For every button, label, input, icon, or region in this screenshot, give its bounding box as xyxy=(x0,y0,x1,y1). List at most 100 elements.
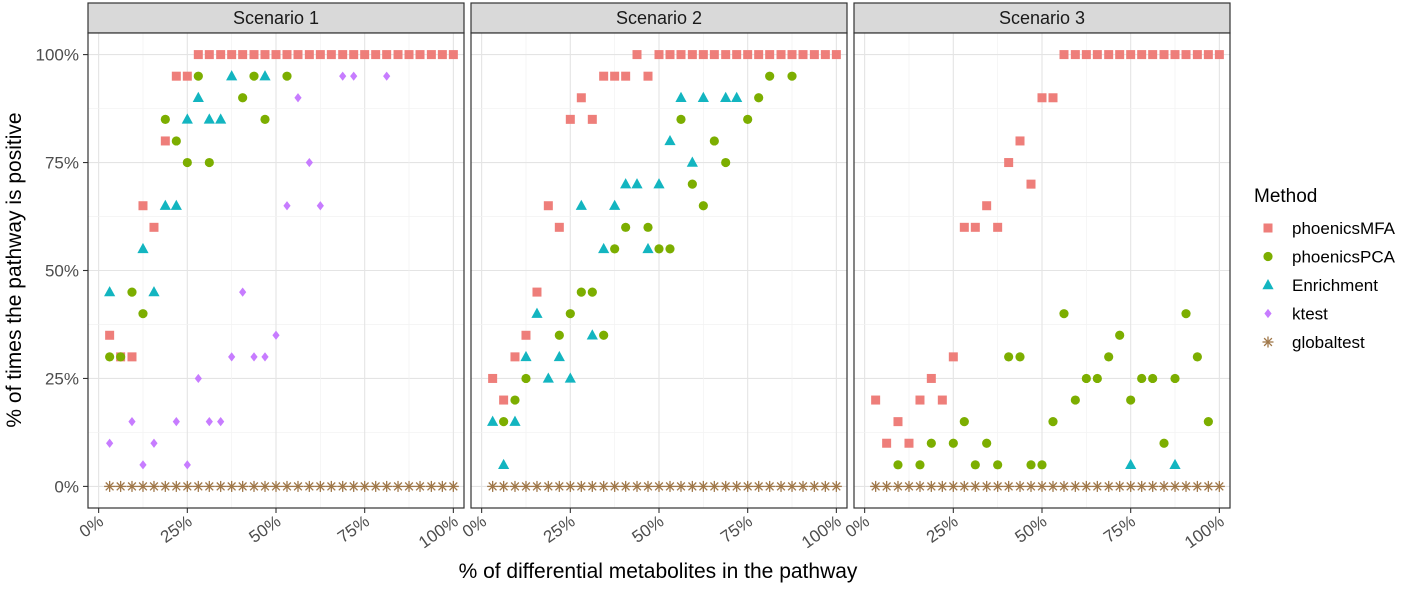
data-point xyxy=(326,50,336,60)
data-point xyxy=(1014,480,1026,492)
facet-title: Scenario 2 xyxy=(616,8,702,28)
data-point xyxy=(809,50,819,60)
series-phoenicsMFA xyxy=(488,50,841,405)
legend-item-phoenicsPCA: phoenicsPCA xyxy=(1263,248,1396,267)
data-point xyxy=(970,222,980,232)
data-point xyxy=(797,480,809,492)
data-point xyxy=(831,50,841,60)
data-point xyxy=(226,480,238,492)
data-point xyxy=(742,480,754,492)
data-point xyxy=(871,395,881,405)
legend-label: ktest xyxy=(1292,305,1328,324)
x-tick-label: 100% xyxy=(415,512,462,553)
data-point xyxy=(499,417,509,427)
x-tick-label: 75% xyxy=(334,512,373,547)
data-point xyxy=(437,50,447,60)
data-point xyxy=(532,287,542,297)
data-point xyxy=(697,91,709,102)
data-point xyxy=(339,71,347,81)
data-point xyxy=(204,157,214,168)
data-point xyxy=(575,199,587,210)
data-point xyxy=(676,114,686,124)
data-point xyxy=(137,242,149,254)
data-point xyxy=(116,352,126,362)
data-point xyxy=(270,480,282,492)
y-axis: 0% 25% 50% 75% 100% xyxy=(36,46,88,496)
data-point xyxy=(786,480,798,492)
data-point xyxy=(553,350,565,362)
data-point xyxy=(170,199,182,210)
data-point xyxy=(104,286,116,297)
data-point xyxy=(172,417,180,427)
data-point xyxy=(947,480,959,492)
data-point xyxy=(753,480,765,492)
data-point xyxy=(830,480,842,492)
data-point xyxy=(181,480,193,492)
x-tick-label: 0% xyxy=(842,512,873,542)
data-point xyxy=(686,156,698,167)
data-point xyxy=(325,480,337,492)
data-point xyxy=(259,480,271,492)
data-point xyxy=(765,50,775,60)
data-point xyxy=(642,480,654,492)
x-tick-label: 25% xyxy=(157,512,196,547)
data-point xyxy=(248,480,260,492)
y-tick-label: 50% xyxy=(45,262,79,281)
x-tick-label: 25% xyxy=(540,512,579,547)
data-point xyxy=(215,480,227,492)
data-point xyxy=(743,50,753,60)
data-point xyxy=(182,157,192,168)
legend-item-ktest: ktest xyxy=(1264,305,1328,324)
data-point xyxy=(1081,373,1091,384)
data-point xyxy=(721,157,731,168)
data-point xyxy=(731,480,743,492)
data-point xyxy=(565,114,575,124)
data-point xyxy=(227,50,237,60)
data-point xyxy=(732,50,742,60)
y-tick-label: 25% xyxy=(45,369,79,388)
data-point xyxy=(554,330,564,340)
legend-item-phoenicsMFA: phoenicsMFA xyxy=(1263,219,1396,238)
data-point xyxy=(665,50,675,60)
data-point xyxy=(425,480,437,492)
data-point xyxy=(1136,480,1148,492)
data-point xyxy=(520,350,532,362)
series-phoenicsPCA xyxy=(893,309,1213,470)
data-point xyxy=(1126,395,1136,405)
legend-item-Enrichment: Enrichment xyxy=(1262,276,1378,295)
data-point xyxy=(576,93,586,103)
facet-title: Scenario 3 xyxy=(999,8,1085,28)
data-point xyxy=(217,417,225,427)
data-point xyxy=(698,50,708,60)
data-point xyxy=(1159,438,1169,448)
data-point xyxy=(881,480,893,492)
data-point xyxy=(1037,460,1047,470)
data-point xyxy=(282,71,292,81)
data-point xyxy=(687,50,697,60)
series-ktest xyxy=(106,71,391,470)
data-point xyxy=(1025,480,1037,492)
data-point xyxy=(509,415,521,426)
data-point xyxy=(565,309,575,319)
data-point xyxy=(1202,480,1214,492)
data-point xyxy=(1137,373,1147,384)
data-point xyxy=(643,71,653,81)
data-point xyxy=(203,480,215,492)
data-point xyxy=(149,222,159,232)
data-point xyxy=(487,480,499,492)
data-point xyxy=(599,71,609,81)
data-point xyxy=(510,395,520,405)
data-point xyxy=(1181,309,1191,319)
y-axis-title: % of times the pathway is positive xyxy=(3,112,26,427)
data-point xyxy=(447,480,459,492)
data-point xyxy=(237,480,249,492)
legend-title: Method xyxy=(1254,186,1317,207)
data-point xyxy=(904,438,914,448)
data-point xyxy=(1148,50,1158,60)
data-point xyxy=(564,480,576,492)
data-point xyxy=(643,222,653,232)
data-point xyxy=(1115,50,1125,60)
series-Enrichment xyxy=(104,70,271,297)
data-point xyxy=(1203,417,1213,427)
